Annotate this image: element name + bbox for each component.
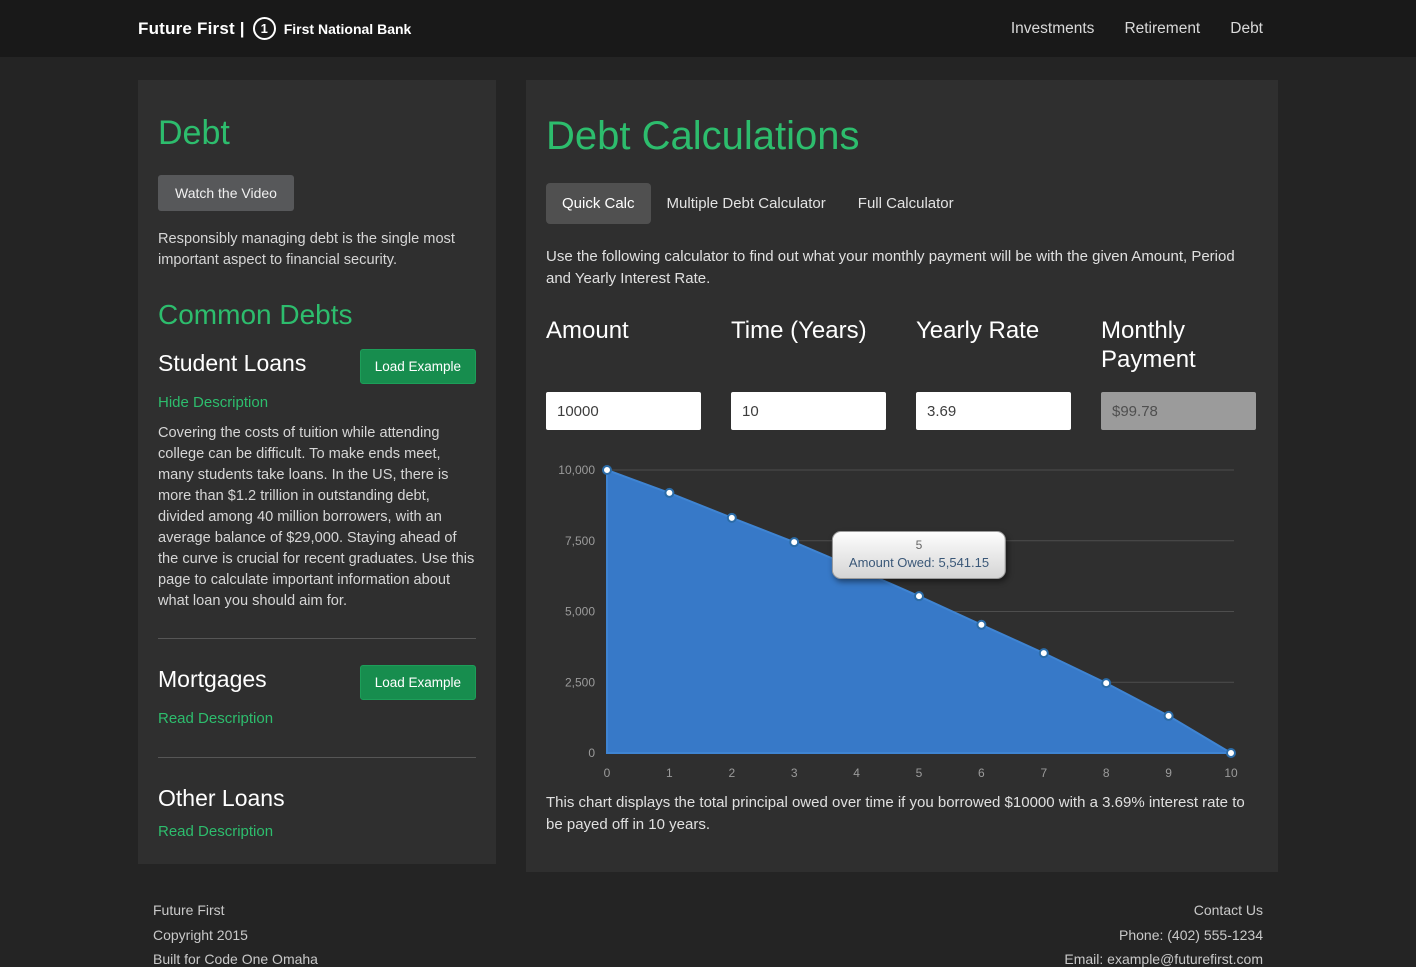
bank-logo-icon: 1	[252, 17, 276, 40]
debt-chart-svg: 0 2,500 5,000 7,500 10,000 0 1 2 3 4 5 6 7 8 9 10	[558, 463, 1238, 780]
data-point[interactable]	[789, 537, 800, 548]
footer-copyright: Copyright 2015	[153, 926, 248, 943]
brand-text: Future First |	[138, 18, 245, 38]
x-tick-label: 4	[853, 766, 860, 780]
nav-item-investments[interactable]: Investments	[1010, 19, 1095, 37]
data-point[interactable]	[1038, 648, 1049, 659]
calculator-instructions: Use the following calculator to find out…	[546, 248, 1235, 287]
data-point[interactable]	[664, 487, 675, 498]
payment-label: Monthly Payment	[1101, 317, 1196, 373]
page-title: Debt Calculations	[546, 114, 860, 158]
rate-label: Yearly Rate	[916, 317, 1040, 344]
calculator-tabs: Quick Calc Multiple Debt Calculator Full…	[546, 183, 1258, 224]
y-tick-label: 7,500	[565, 534, 595, 548]
amount-input[interactable]	[546, 392, 701, 430]
x-tick-label: 7	[1040, 766, 1047, 780]
divider	[158, 757, 476, 758]
student-loans-description: Covering the costs of tuition while atte…	[158, 425, 475, 609]
nav-item-retirement[interactable]: Retirement	[1124, 19, 1201, 37]
footer-contact-us: Contact Us	[1193, 902, 1263, 918]
footer-built-for: Built for Code One Omaha	[153, 951, 318, 967]
student-loans-load-example-button[interactable]: Load Example	[359, 349, 476, 384]
nav-links: Investments Retirement Debt	[1011, 20, 1263, 38]
top-nav: Future First | 1 First National Bank Inv…	[0, 0, 1416, 57]
x-tick-label: 6	[978, 766, 985, 780]
monthly-payment-output	[1101, 392, 1256, 430]
rate-input[interactable]	[916, 392, 1071, 430]
footer-phone: Phone: (402) 555-1234	[1119, 926, 1263, 943]
data-point[interactable]	[726, 512, 737, 523]
y-tick-label: 10,000	[558, 463, 595, 477]
mortgages-description-toggle[interactable]: Read Description	[158, 710, 274, 727]
time-input[interactable]	[731, 392, 886, 430]
brand[interactable]: Future First | 1 First National Bank	[138, 17, 411, 40]
x-tick-label: 3	[791, 766, 798, 780]
data-point[interactable]	[976, 619, 987, 630]
footer-left: Future First Copyright 2015 Built for Co…	[153, 898, 318, 967]
bottom-strip	[0, 967, 1416, 975]
debt-chart[interactable]: 0 2,500 5,000 7,500 10,000 0 1 2 3 4 5 6 7 8 9 10 5 Amo…	[546, 456, 1258, 786]
other-loans-description-toggle[interactable]: Read Description	[158, 823, 274, 840]
y-tick-label: 2,500	[565, 675, 595, 689]
calculator-fields: Amount Time (Years) Yearly Rate Monthly …	[546, 316, 1256, 430]
sidebar-intro: Responsibly managing debt is the single …	[158, 231, 455, 268]
student-loans-description-toggle[interactable]: Hide Description	[158, 394, 269, 411]
divider	[158, 638, 476, 639]
nav-item-debt[interactable]: Debt	[1230, 19, 1263, 37]
tooltip-title: 5	[915, 538, 923, 553]
student-loans-title: Student Loans	[158, 350, 307, 376]
tab-multiple-debt-calculator[interactable]: Multiple Debt Calculator	[666, 195, 826, 212]
x-tick-label: 0	[604, 766, 611, 780]
debt-calculations-panel: Debt Calculations Quick Calc Multiple De…	[526, 80, 1278, 872]
footer-right: Contact Us Phone: (402) 555-1234 Email: …	[1064, 898, 1263, 967]
time-label: Time (Years)	[731, 317, 867, 344]
x-tick-label: 8	[1103, 766, 1110, 780]
bank-name: First National Bank	[283, 20, 412, 37]
x-tick-label: 10	[1224, 766, 1238, 780]
data-point[interactable]	[602, 465, 612, 475]
x-tick-label: 5	[916, 766, 923, 780]
x-tick-label: 2	[728, 766, 735, 780]
y-tick-label: 5,000	[565, 605, 595, 619]
mortgages-title: Mortgages	[158, 666, 267, 692]
other-loans-section: Other Loans Read Description	[158, 784, 476, 844]
data-point[interactable]	[914, 591, 924, 602]
mortgages-section: Mortgages Load Example Read Description	[158, 665, 476, 731]
chart-tooltip: 5 Amount Owed: 5,541.15	[831, 531, 1007, 580]
sidebar-title: Debt	[158, 114, 230, 152]
tab-full-calculator[interactable]: Full Calculator	[857, 195, 954, 212]
footer-brand: Future First	[153, 902, 225, 918]
tooltip-value: Amount Owed: 5,541.15	[848, 555, 990, 571]
y-tick-label: 0	[588, 746, 595, 760]
data-point[interactable]	[1163, 710, 1174, 721]
chart-caption: This chart displays the total principal …	[546, 794, 1245, 833]
common-debts-title: Common Debts	[158, 299, 353, 330]
footer-email: Email: example@futurefirst.com	[1064, 951, 1263, 967]
bank-logo-number: 1	[260, 21, 268, 36]
x-tick-label: 9	[1165, 766, 1172, 780]
data-point[interactable]	[1101, 678, 1112, 689]
tab-quick-calc[interactable]: Quick Calc	[546, 183, 651, 224]
footer: Future First Copyright 2015 Built for Co…	[138, 898, 1278, 967]
watch-video-button[interactable]: Watch the Video	[158, 175, 294, 211]
mortgages-load-example-button[interactable]: Load Example	[359, 665, 476, 700]
other-loans-title: Other Loans	[158, 785, 285, 811]
student-loans-section: Student Loans Load Example Hide Descript…	[158, 349, 476, 612]
debt-sidebar: Debt Watch the Video Responsibly managin…	[138, 80, 496, 864]
amount-label: Amount	[546, 317, 629, 344]
data-point[interactable]	[1226, 748, 1236, 758]
x-tick-label: 1	[666, 766, 673, 780]
